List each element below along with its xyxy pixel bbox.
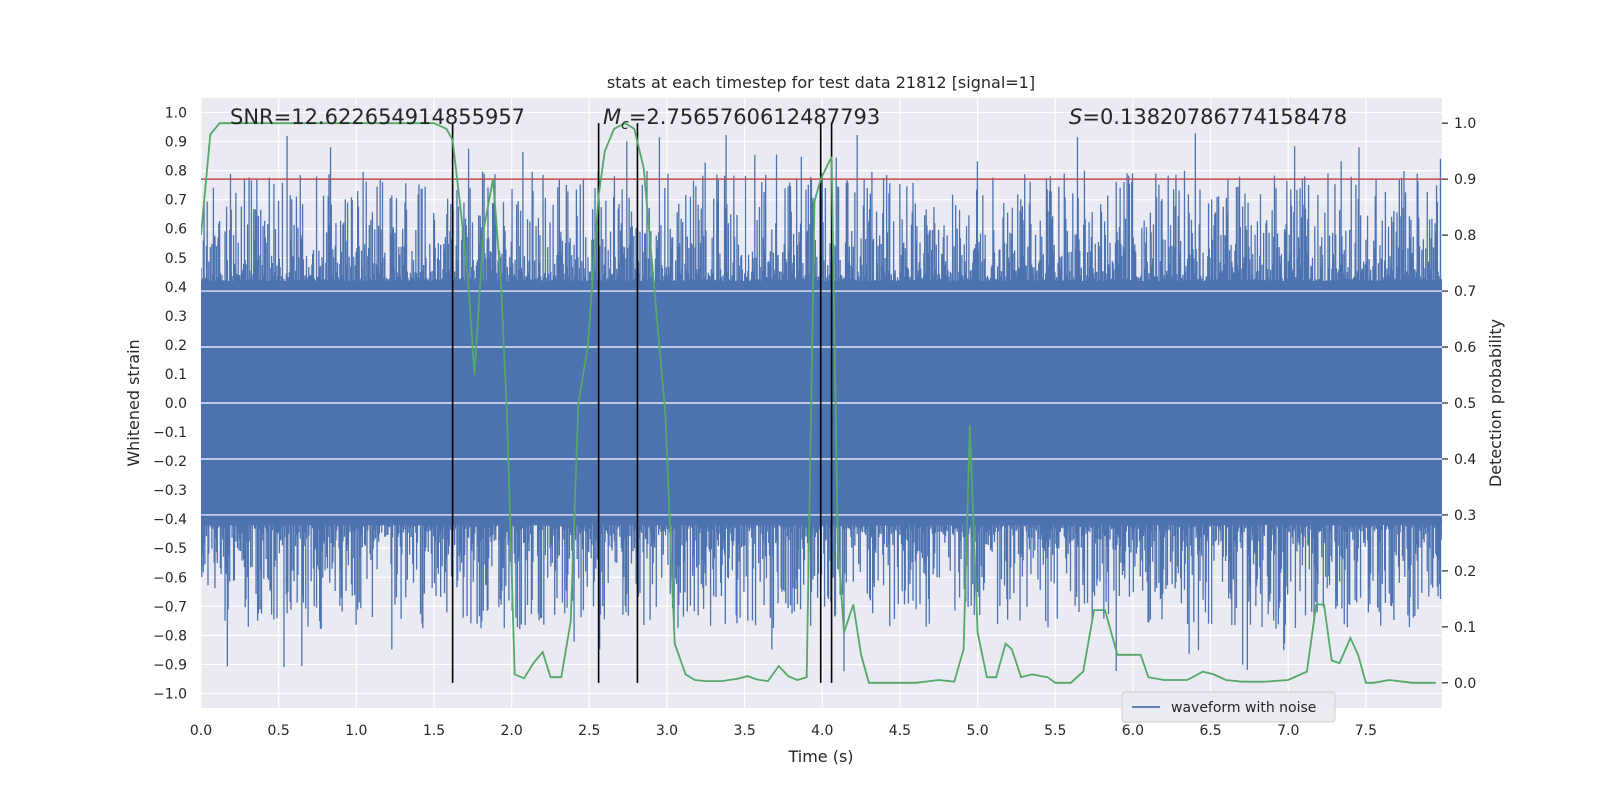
- legend: waveform with noise: [1121, 691, 1336, 723]
- x-tick-label: 4.5: [889, 723, 911, 739]
- right-y-tick-label: 0.6: [1454, 340, 1476, 356]
- left-y-tick-label: 0.8: [165, 164, 187, 180]
- x-tick-label: 2.5: [578, 723, 600, 739]
- left-y-tick-label: −0.2: [153, 454, 187, 470]
- left-y-tick-label: −0.9: [153, 657, 187, 673]
- y-axis-label-right: Detection probability: [1486, 319, 1505, 487]
- left-y-tick-label: 0.7: [165, 193, 187, 209]
- left-y-tick-label: −1.0: [153, 686, 187, 702]
- x-tick-label: 7.0: [1277, 723, 1299, 739]
- left-y-tick-label: 0.9: [165, 135, 187, 151]
- left-y-tick-label: 0.0: [165, 396, 187, 412]
- left-y-tick-label: 0.4: [165, 280, 187, 296]
- annotation-snr: SNR=12.622654914855957: [230, 105, 525, 129]
- chirp-mass-value: =2.7565760612487793: [629, 105, 880, 129]
- left-y-tick-label: 1.0: [165, 106, 187, 122]
- left-y-tick-label: 0.3: [165, 309, 187, 325]
- right-y-tick-label: 0.1: [1454, 620, 1476, 636]
- right-y-tick-label: 0.8: [1454, 228, 1476, 244]
- left-y-tick-label: −0.7: [153, 599, 187, 615]
- x-tick-label: 6.0: [1122, 723, 1144, 739]
- left-y-tick-label: −0.4: [153, 512, 187, 528]
- x-axis-label: Time (s): [787, 747, 853, 766]
- left-y-tick-labels: 1.0 0.9 0.8 0.7 0.6 0.5 0.4 0.3 0.2 0.1 0.0 −0.1 −0.…: [153, 106, 187, 703]
- right-y-tick-label: 0.5: [1454, 396, 1476, 412]
- x-tick-label: 7.5: [1355, 723, 1377, 739]
- right-y-tick-label: 0.4: [1454, 452, 1476, 468]
- right-y-tick-label: 0.3: [1454, 508, 1476, 524]
- x-tick-label: 5.5: [1044, 723, 1066, 739]
- left-y-tick-label: 0.6: [165, 222, 187, 238]
- legend-box: [1121, 691, 1336, 723]
- right-y-tick-label: 0.2: [1454, 564, 1476, 580]
- right-y-tick-labels: 1.0 0.9 0.8 0.7 0.6 0.5 0.4 0.3 0.2 0.1 0.0: [1442, 116, 1476, 692]
- left-y-tick-label: −0.6: [153, 570, 187, 586]
- chirp-mass-subscript: c: [621, 117, 629, 133]
- right-y-tick-label: 0.0: [1454, 676, 1476, 692]
- legend-label: waveform with noise: [1171, 700, 1316, 716]
- left-y-tick-label: −0.8: [153, 628, 187, 644]
- x-tick-label: 3.5: [733, 723, 755, 739]
- y-axis-label-left: Whitened strain: [124, 339, 143, 466]
- left-y-tick-label: 0.5: [165, 251, 187, 267]
- right-y-tick-label: 0.7: [1454, 284, 1476, 300]
- left-y-tick-label: 0.1: [165, 367, 187, 383]
- x-tick-labels: 0.0 0.5 1.0 1.5 2.0 2.5 3.0 3.5 4.0 4.5 5.0 5.5 6.0 6…: [190, 723, 1377, 739]
- x-tick-label: 5.0: [966, 723, 988, 739]
- x-tick-label: 4.0: [811, 723, 833, 739]
- left-y-tick-label: −0.5: [153, 541, 187, 557]
- s-value: =0.13820786774158478: [1082, 105, 1347, 129]
- left-y-tick-label: −0.1: [153, 425, 187, 441]
- vertical-markers: [451, 123, 833, 683]
- x-tick-label: 1.5: [423, 723, 445, 739]
- x-tick-label: 6.5: [1199, 723, 1221, 739]
- x-tick-label: 0.0: [190, 723, 212, 739]
- chirp-mass-symbol: M: [603, 105, 621, 129]
- s-symbol: S: [1069, 105, 1082, 129]
- left-y-tick-label: 0.2: [165, 338, 187, 354]
- x-tick-label: 2.0: [501, 723, 523, 739]
- detection-probability-line: [201, 122, 1436, 684]
- chart-title: stats at each timestep for test data 218…: [607, 73, 1035, 92]
- right-y-tick-label: 1.0: [1454, 116, 1476, 132]
- x-tick-label: 3.0: [656, 723, 678, 739]
- left-y-tick-label: −0.3: [153, 483, 187, 499]
- right-y-tick-label: 0.9: [1454, 172, 1476, 188]
- annotation-s: S=0.13820786774158478: [1069, 105, 1347, 129]
- x-tick-label: 0.5: [268, 723, 290, 739]
- annotation-chirp-mass: Mc=2.7565760612487793: [603, 105, 880, 133]
- x-tick-label: 1.0: [345, 723, 367, 739]
